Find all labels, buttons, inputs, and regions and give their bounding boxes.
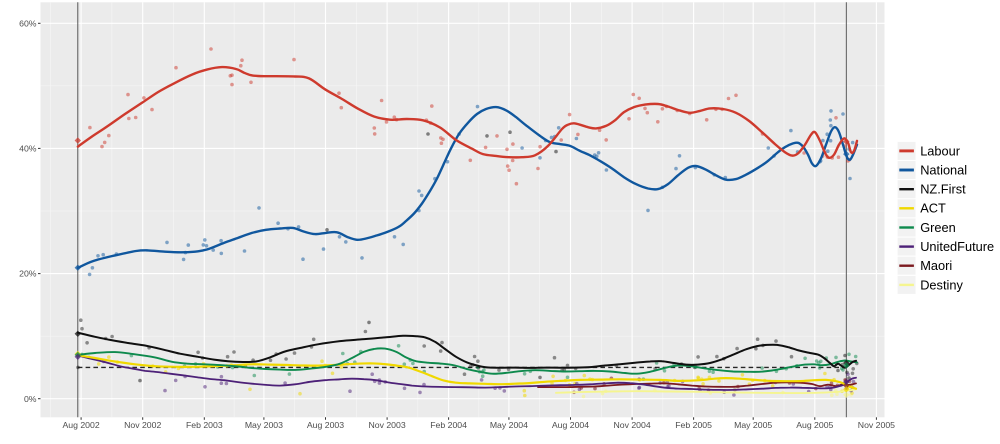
svg-text:May 2005: May 2005: [734, 420, 772, 430]
svg-text:ACT: ACT: [920, 201, 946, 216]
svg-text:Aug 2005: Aug 2005: [796, 420, 833, 430]
svg-text:NZ.First: NZ.First: [920, 182, 966, 197]
svg-text:Aug 2002: Aug 2002: [62, 420, 99, 430]
svg-text:40%: 40%: [19, 144, 37, 154]
svg-text:May 2004: May 2004: [490, 420, 528, 430]
svg-text:National: National: [920, 162, 967, 177]
svg-text:Destiny: Destiny: [920, 277, 963, 292]
svg-text:20%: 20%: [19, 269, 37, 279]
svg-text:60%: 60%: [19, 18, 37, 28]
svg-text:0%: 0%: [24, 394, 37, 404]
svg-text:Feb 2003: Feb 2003: [186, 420, 223, 430]
svg-text:Feb 2005: Feb 2005: [675, 420, 712, 430]
svg-text:Feb 2004: Feb 2004: [430, 420, 467, 430]
svg-text:Maori: Maori: [920, 258, 952, 273]
svg-text:Aug 2003: Aug 2003: [307, 420, 344, 430]
svg-text:UnitedFuture: UnitedFuture: [920, 239, 994, 254]
svg-text:Green: Green: [920, 220, 956, 235]
svg-text:Nov 2004: Nov 2004: [613, 420, 650, 430]
svg-text:Nov 2005: Nov 2005: [858, 420, 895, 430]
svg-text:May 2003: May 2003: [245, 420, 283, 430]
svg-text:Nov 2002: Nov 2002: [124, 420, 161, 430]
svg-text:Aug 2004: Aug 2004: [552, 420, 589, 430]
svg-text:Labour: Labour: [920, 143, 961, 158]
svg-text:Nov 2003: Nov 2003: [368, 420, 405, 430]
